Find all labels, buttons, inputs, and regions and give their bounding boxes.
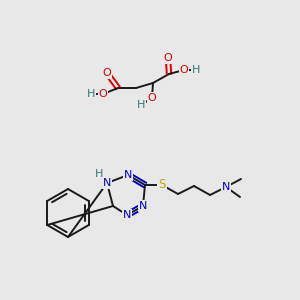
Text: H: H (95, 169, 103, 179)
Text: N: N (124, 170, 132, 180)
Text: O: O (164, 53, 172, 63)
Text: S: S (158, 178, 166, 191)
Text: H: H (137, 100, 145, 110)
Text: O: O (103, 68, 111, 78)
Text: N: N (103, 178, 111, 188)
Text: N: N (222, 182, 230, 192)
Text: N: N (123, 210, 131, 220)
Text: N: N (139, 201, 147, 211)
Text: H: H (192, 65, 200, 75)
Text: O: O (99, 89, 107, 99)
Text: O: O (148, 93, 156, 103)
Text: O: O (180, 65, 188, 75)
Text: H: H (87, 89, 95, 99)
